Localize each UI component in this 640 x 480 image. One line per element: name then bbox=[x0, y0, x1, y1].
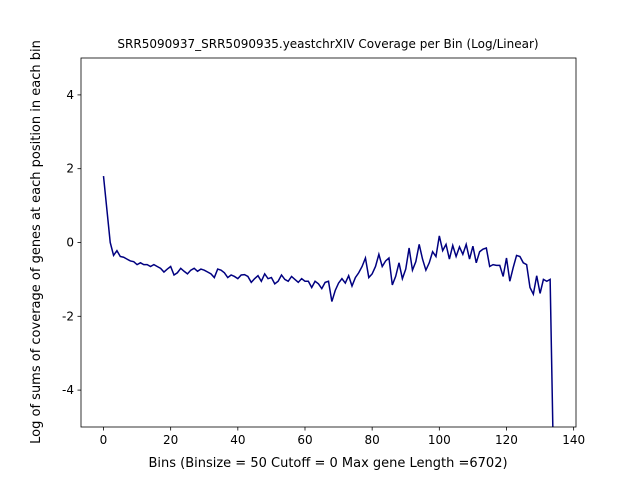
x-tick-label: 40 bbox=[230, 433, 245, 447]
y-tick-label: 0 bbox=[66, 236, 74, 250]
y-tick-label: 4 bbox=[66, 88, 74, 102]
y-tick-label: -4 bbox=[62, 383, 74, 397]
y-tick-label: -2 bbox=[62, 309, 74, 323]
data-line bbox=[102, 176, 554, 427]
x-tick-label: 120 bbox=[495, 433, 518, 447]
x-tick-label: 0 bbox=[100, 433, 108, 447]
x-tick-label: 140 bbox=[562, 433, 585, 447]
x-tick-label: 100 bbox=[428, 433, 451, 447]
plot-frame bbox=[80, 57, 577, 428]
chart-title: SRR5090937_SRR5090935.yeastchrXIV Covera… bbox=[117, 37, 538, 51]
x-tick-label: 80 bbox=[365, 433, 380, 447]
y-tick-label: 2 bbox=[66, 162, 74, 176]
x-tick-label: 20 bbox=[163, 433, 178, 447]
x-tick-label: 60 bbox=[297, 433, 312, 447]
x-axis-label: Bins (Binsize = 50 Cutoff = 0 Max gene L… bbox=[148, 456, 507, 471]
y-axis-label: Log of sums of coverage of genes at each… bbox=[29, 40, 44, 444]
